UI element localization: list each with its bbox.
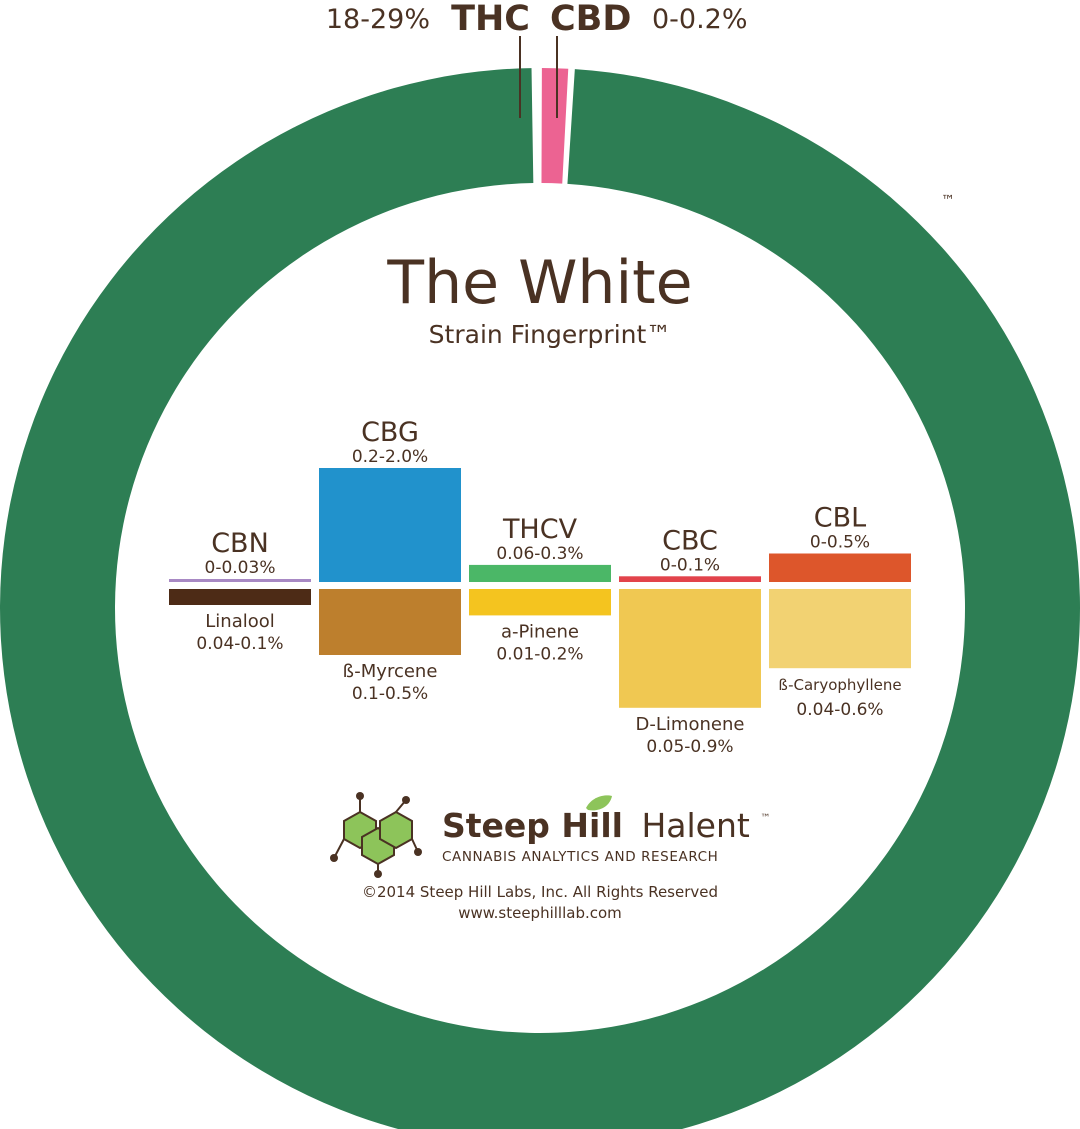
cannabinoid-range-cbc: 0-0.1% <box>660 555 720 575</box>
terpene-5-name: ß-Caryophyllene <box>778 676 901 694</box>
copyright-text: ©2014 Steep Hill Labs, Inc. All Rights R… <box>362 883 718 901</box>
cannabinoid-range-thcv: 0.06-0.3% <box>496 544 583 564</box>
website-url: www.steephilllab.com <box>458 904 622 922</box>
terpene-1-bar <box>169 589 311 605</box>
logo-brand-tm: ™ <box>760 813 770 824</box>
cbd-label: CBD <box>550 0 631 39</box>
cbd-ring-slice <box>541 68 569 184</box>
cannabinoid-range-cbl: 0-0.5% <box>810 533 870 553</box>
page-title: The White <box>386 248 692 318</box>
cbd-range-label: 0-0.2% <box>652 4 748 35</box>
cannabinoid-bar-cbn <box>169 579 311 582</box>
trademark-mark: ™ <box>941 193 955 209</box>
terpene-1-range: 0.04-0.1% <box>196 634 283 654</box>
terpene-4-bar <box>619 589 761 708</box>
cannabinoid-label-cbg: CBG <box>361 417 419 448</box>
terpene-4-range: 0.05-0.9% <box>646 737 733 757</box>
terpene-3-range: 0.01-0.2% <box>496 644 583 664</box>
terpene-2-bar <box>319 589 461 655</box>
terpene-3-name: a-Pinene <box>501 621 579 642</box>
terpene-2-range: 0.1-0.5% <box>352 684 428 704</box>
logo-tagline: CANNABIS ANALYTICS AND RESEARCH <box>442 849 718 865</box>
page-subtitle: Strain Fingerprint™ <box>429 320 672 349</box>
logo-brand-light: Halent <box>641 806 749 845</box>
leaf-icon <box>586 795 612 811</box>
cannabinoid-label-cbc: CBC <box>662 525 718 556</box>
cannabinoid-bar-thcv <box>469 564 611 582</box>
terpene-5-range: 0.04-0.6% <box>796 700 883 720</box>
terpene-3-bar <box>469 589 611 616</box>
steep-hill-logo: Steep Hill Halent ™ CANNABIS ANALYTICS A… <box>330 792 770 878</box>
cannabinoid-bar-cbc <box>619 576 761 582</box>
molecule-icon <box>330 792 422 878</box>
cannabinoid-range-cbg: 0.2-2.0% <box>352 447 428 467</box>
thc-range-label: 18-29% <box>326 4 430 35</box>
cannabinoid-label-cbn: CBN <box>211 528 269 559</box>
terpene-4-name: D-Limonene <box>636 714 745 735</box>
cannabinoid-bar-cbg <box>319 468 461 582</box>
terpene-1-name: Linalool <box>205 611 275 632</box>
thc-label: THC <box>451 0 530 39</box>
terpene-5-bar <box>769 589 911 669</box>
logo-brand: Steep Hill Halent ™ <box>442 806 770 845</box>
logo-brand-bold: Steep Hill <box>442 806 623 845</box>
cannabinoid-label-cbl: CBL <box>814 503 866 534</box>
ring-chart <box>0 36 1080 1129</box>
cannabinoid-range-cbn: 0-0.03% <box>205 558 276 578</box>
terpene-2-name: ß-Myrcene <box>343 661 438 682</box>
cannabinoid-label-thcv: THCV <box>502 514 578 545</box>
cannabinoid-bar-cbl <box>769 553 911 582</box>
